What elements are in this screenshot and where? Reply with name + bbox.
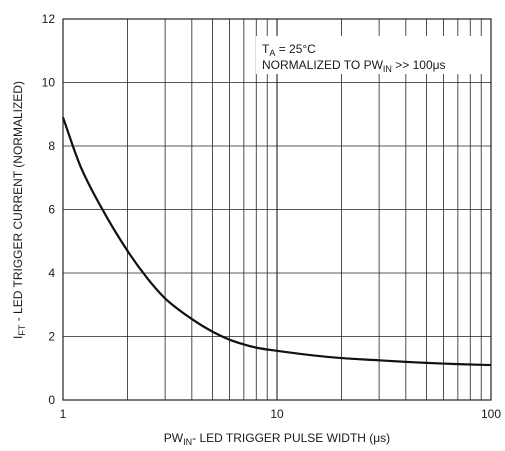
- annotation-background: [256, 36, 489, 74]
- annotation-line-1-rest: = 25°C: [275, 42, 316, 56]
- data-point: [490, 364, 492, 366]
- data-point: [191, 318, 193, 320]
- data-point: [276, 350, 278, 352]
- x-axis-label-main: PW: [164, 431, 184, 445]
- series-line: [61, 117, 492, 367]
- y-tick-labels: 0 2 4 6 8 10 12: [42, 12, 56, 407]
- annotation-line-1-main: T: [262, 42, 270, 56]
- data-point: [426, 362, 428, 364]
- annotation-line-1-sub: A: [269, 48, 275, 58]
- data-point: [340, 357, 342, 359]
- data-point: [457, 363, 459, 365]
- y-axis-label-sub: FT: [17, 324, 27, 335]
- data-point: [164, 297, 166, 299]
- x-tick-label: 100: [481, 407, 501, 421]
- y-axis-label-rest: - LED TRIGGER CURRENT (NORMALIZED): [11, 81, 25, 325]
- x-axis-label: PWIN- LED TRIGGER PULSE WIDTH (μs): [164, 431, 390, 447]
- data-point: [79, 164, 81, 166]
- data-point: [126, 250, 128, 252]
- y-tick-label: 0: [48, 393, 55, 407]
- x-tick-label: 1: [60, 407, 67, 421]
- annotation-line-2-main: NORMALIZED TO PW: [262, 58, 384, 72]
- annotation-line-2: NORMALIZED TO PWIN >> 100μs: [262, 58, 446, 74]
- data-point: [243, 343, 245, 345]
- annotation-line-1: TA = 25°C: [262, 42, 316, 58]
- data-point: [62, 116, 64, 118]
- grid-lines: [63, 19, 491, 400]
- y-tick-label: 2: [48, 330, 55, 344]
- data-point: [405, 361, 407, 363]
- annotation-line-2-sub: IN: [383, 64, 392, 74]
- y-axis-label-main: I: [11, 336, 25, 339]
- data-point: [147, 278, 149, 280]
- x-axis-label-sub: IN: [183, 437, 192, 447]
- plot-area-frame: [62, 18, 492, 401]
- data-point: [378, 359, 380, 361]
- x-axis-label-rest: - LED TRIGGER PULSE WIDTH (μs): [192, 431, 390, 445]
- x-tick-label: 10: [270, 407, 284, 421]
- y-tick-label: 6: [48, 203, 55, 217]
- annotation-line-2-rest: >> 100μs: [392, 58, 446, 72]
- y-tick-label: 10: [42, 76, 56, 90]
- y-axis-label: IFT - LED TRIGGER CURRENT (NORMALIZED): [11, 81, 27, 339]
- data-point: [212, 331, 214, 333]
- data-point: [255, 347, 257, 349]
- data-point: [229, 339, 231, 341]
- x-tick-labels: 1 10 100: [60, 407, 502, 421]
- data-point: [100, 205, 102, 207]
- y-tick-label: 8: [48, 139, 55, 153]
- y-tick-label: 4: [48, 266, 55, 280]
- y-tick-label: 12: [42, 12, 56, 26]
- data-point: [314, 355, 316, 357]
